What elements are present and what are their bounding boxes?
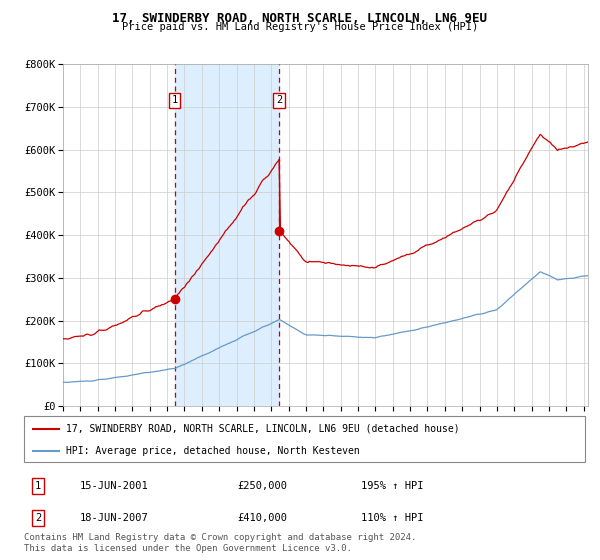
Text: 15-JUN-2001: 15-JUN-2001: [80, 480, 149, 491]
Text: 17, SWINDERBY ROAD, NORTH SCARLE, LINCOLN, LN6 9EU (detached house): 17, SWINDERBY ROAD, NORTH SCARLE, LINCOL…: [66, 424, 460, 434]
Text: 17, SWINDERBY ROAD, NORTH SCARLE, LINCOLN, LN6 9EU: 17, SWINDERBY ROAD, NORTH SCARLE, LINCOL…: [113, 12, 487, 25]
Text: 2: 2: [35, 514, 41, 523]
Text: HPI: Average price, detached house, North Kesteven: HPI: Average price, detached house, Nort…: [66, 446, 360, 455]
Text: 110% ↑ HPI: 110% ↑ HPI: [361, 514, 423, 523]
Text: Contains HM Land Registry data © Crown copyright and database right 2024.
This d: Contains HM Land Registry data © Crown c…: [24, 533, 416, 553]
Text: 2: 2: [276, 95, 282, 105]
Text: 1: 1: [172, 95, 178, 105]
Text: Price paid vs. HM Land Registry's House Price Index (HPI): Price paid vs. HM Land Registry's House …: [122, 22, 478, 32]
Text: 18-JUN-2007: 18-JUN-2007: [80, 514, 149, 523]
Text: £250,000: £250,000: [237, 480, 287, 491]
Text: 195% ↑ HPI: 195% ↑ HPI: [361, 480, 423, 491]
Bar: [175, 64, 279, 406]
Text: £410,000: £410,000: [237, 514, 287, 523]
Text: 1: 1: [35, 480, 41, 491]
